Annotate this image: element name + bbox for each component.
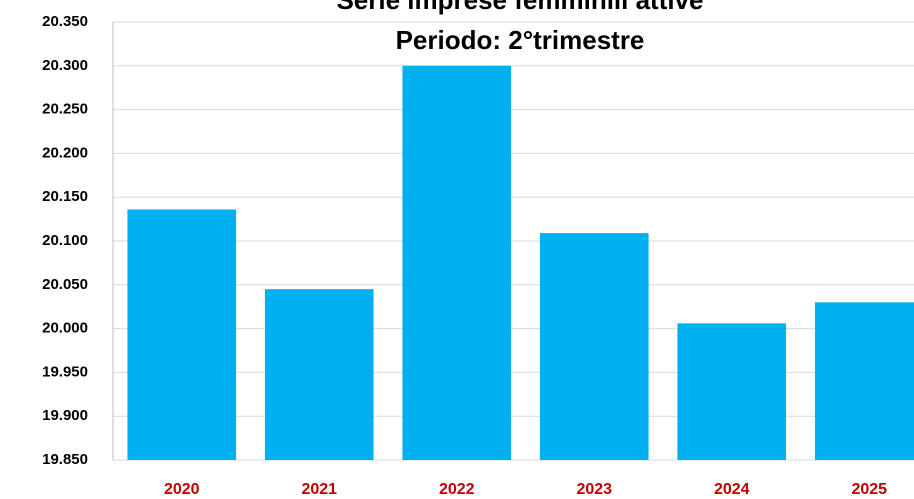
bar — [539, 233, 649, 460]
y-tick-label: 20.050 — [42, 276, 88, 293]
bar — [814, 302, 914, 460]
y-tick-label: 20.150 — [42, 188, 88, 205]
y-tick-label: 19.950 — [42, 363, 88, 380]
y-tick-label: 20.200 — [42, 144, 88, 161]
y-tick-label: 20.250 — [42, 101, 88, 118]
y-tick-label: 20.300 — [42, 57, 88, 74]
x-tick-label: 2023 — [576, 481, 612, 498]
grid — [113, 21, 914, 461]
bar — [677, 323, 787, 460]
bars — [127, 65, 914, 461]
chart-title: Serie imprese femminili attive — [336, 0, 703, 15]
y-tick-label: 20.100 — [42, 232, 88, 249]
x-tick-label: 2024 — [714, 481, 750, 498]
bar — [127, 209, 237, 460]
y-tick-label: 20.350 — [42, 13, 88, 30]
x-tick-label: 2022 — [439, 481, 475, 498]
y-tick-label: 19.850 — [42, 451, 88, 468]
x-tick-label: 2025 — [851, 481, 887, 498]
bar — [402, 65, 512, 461]
bar — [264, 289, 374, 460]
x-tick-label: 2021 — [301, 481, 337, 498]
y-tick-label: 20.000 — [42, 320, 88, 337]
chart-subtitle: Periodo: 2°trimestre — [396, 25, 645, 55]
x-tick-label: 2020 — [164, 481, 200, 498]
y-tick-label: 19.900 — [42, 407, 88, 424]
